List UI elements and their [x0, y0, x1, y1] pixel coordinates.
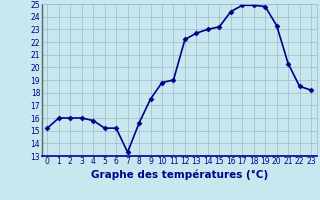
X-axis label: Graphe des températures (°C): Graphe des températures (°C) [91, 169, 268, 180]
